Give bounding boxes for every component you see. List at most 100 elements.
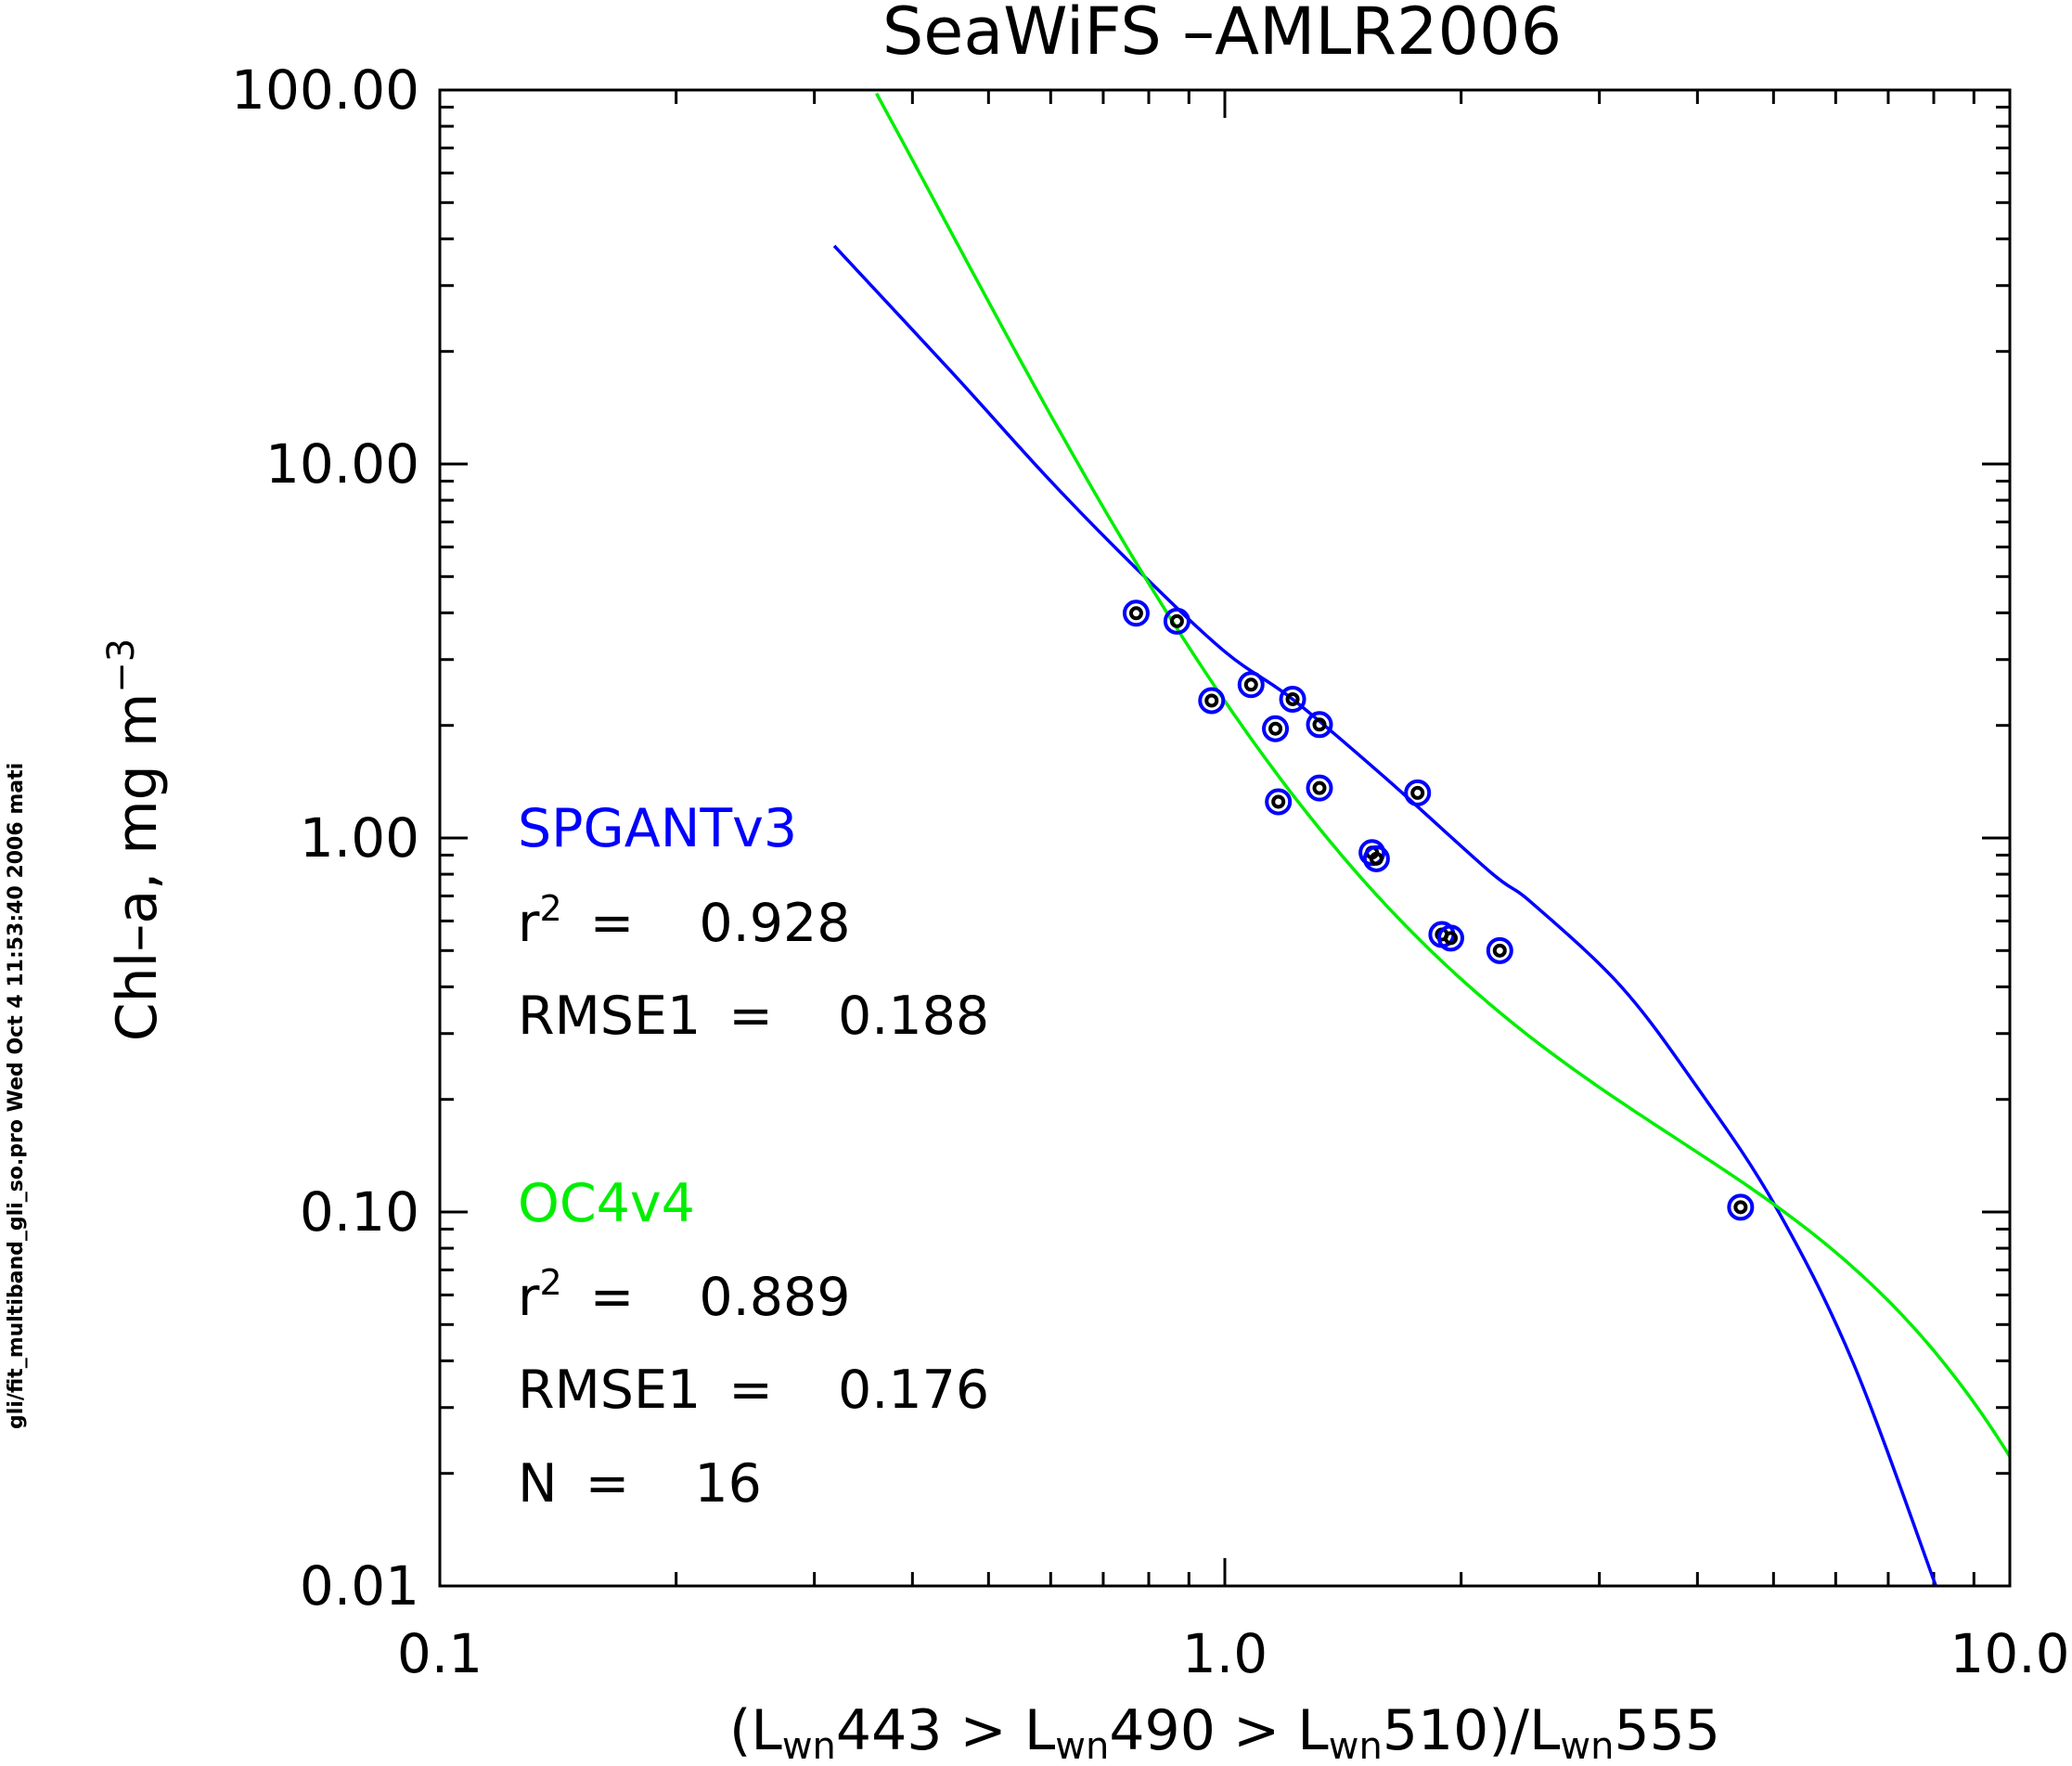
rmse-row: RMSE1 = 0.176	[518, 1360, 989, 1421]
point-outer-circle	[1306, 711, 1333, 739]
data-point	[1486, 936, 1513, 964]
y-tick-label: 0.01	[300, 1554, 419, 1618]
data-point	[1436, 924, 1464, 952]
r2-value: 0.889	[699, 1267, 850, 1328]
point-outer-circle	[1362, 844, 1390, 872]
x-label-subscript: wn	[1329, 1725, 1383, 1766]
point-outer-circle	[1163, 607, 1190, 635]
point-outer-circle	[1306, 774, 1333, 802]
data-point	[1279, 685, 1306, 713]
point-inner-circle	[1128, 606, 1143, 621]
point-outer-circle	[1404, 779, 1432, 806]
rmse-equals: =	[728, 1360, 773, 1421]
r2-row: r2 = 0.928	[518, 888, 851, 954]
y-tick-label: 1.00	[300, 806, 419, 870]
point-inner-circle	[1268, 721, 1283, 736]
data-points	[1122, 599, 1755, 1221]
data-point	[1265, 788, 1293, 816]
point-outer-circle	[1237, 671, 1265, 699]
point-outer-circle	[1198, 687, 1226, 715]
x-label-part: 510)/L	[1383, 1698, 1561, 1763]
r2-sup: 2	[539, 1262, 561, 1303]
r2-row: r2 = 0.889	[518, 1262, 851, 1328]
data-point	[1362, 844, 1390, 872]
point-outer-circle	[1279, 685, 1306, 713]
point-inner-circle	[1312, 780, 1327, 795]
point-inner-circle	[1243, 677, 1258, 692]
point-inner-circle	[1410, 785, 1425, 800]
point-inner-circle	[1369, 851, 1383, 866]
x-label-part: 490 > L	[1109, 1698, 1329, 1763]
rmse-value: 0.176	[838, 1360, 989, 1421]
rmse-label: RMSE1	[518, 986, 701, 1047]
y-axis-label-text: Chl–a, mg m	[105, 693, 170, 1042]
n-row: N = 16	[518, 1453, 762, 1515]
point-inner-circle	[1204, 693, 1219, 708]
data-point	[1262, 715, 1290, 742]
x-tick-label: 0.1	[397, 1622, 483, 1685]
x-label-subscript: wn	[1560, 1725, 1614, 1766]
n-label: N	[518, 1453, 558, 1515]
rmse-row: RMSE1 = 0.188	[518, 986, 989, 1047]
rmse-value: 0.188	[838, 986, 989, 1047]
legend-spgantv3: SPGANTv3	[518, 798, 797, 859]
side-note: gli/fit_multiband_gli_so.pro Wed Oct 4 1…	[5, 763, 28, 1429]
axes: 0.1 1.0 10.0 0.01 0.10 1.00 10.00 100.00	[231, 58, 2070, 1685]
point-outer-circle	[1727, 1193, 1755, 1221]
r2-equals: =	[590, 893, 635, 954]
y-axis-label-sup: −3	[100, 638, 143, 693]
r2-value: 0.928	[699, 893, 850, 954]
data-point	[1306, 774, 1333, 802]
data-point	[1198, 687, 1226, 715]
point-outer-circle	[1436, 924, 1464, 952]
data-point	[1727, 1193, 1755, 1221]
rmse-equals: =	[728, 986, 773, 1047]
r2-label: r	[518, 1267, 540, 1328]
point-inner-circle	[1492, 943, 1507, 958]
x-label-part: 555	[1614, 1698, 1720, 1763]
y-tick-label: 100.00	[231, 58, 419, 122]
curve-spgantv3	[832, 244, 1937, 1586]
x-tick-label: 10.0	[1950, 1622, 2069, 1685]
stat-name: SPGANTv3	[518, 798, 797, 859]
r2-sup: 2	[539, 888, 561, 929]
r2-label: r	[518, 893, 540, 954]
plot-frame	[438, 88, 2012, 1588]
y-axis-label: Chl–a, mg m−3	[100, 638, 170, 1042]
point-outer-circle	[1265, 788, 1293, 816]
y-tick-label: 0.10	[300, 1180, 419, 1244]
x-label-subscript: wn	[1055, 1725, 1109, 1766]
data-point	[1237, 671, 1265, 699]
x-label-subscript: wn	[782, 1725, 836, 1766]
curve-oc4v4	[875, 92, 2010, 1458]
chart-title: SeaWiFS –AMLR2006	[882, 0, 1562, 70]
point-inner-circle	[1169, 613, 1184, 628]
n-value: 16	[694, 1453, 762, 1515]
r2-equals: =	[590, 1267, 635, 1328]
curves	[832, 92, 2010, 1586]
x-tick-label: 1.0	[1182, 1622, 1268, 1685]
data-point	[1306, 711, 1333, 739]
point-inner-circle	[1443, 931, 1458, 946]
legend-oc4v4: OC4v4	[518, 1173, 695, 1234]
point-outer-circle	[1262, 715, 1290, 742]
point-inner-circle	[1733, 1200, 1748, 1215]
y-tick-label: 10.00	[265, 432, 419, 496]
point-outer-circle	[1486, 936, 1513, 964]
data-point	[1122, 599, 1150, 627]
point-inner-circle	[1312, 717, 1327, 732]
point-outer-circle	[1358, 839, 1386, 867]
point-inner-circle	[1285, 691, 1300, 706]
data-point	[1163, 607, 1190, 635]
data-point	[1404, 779, 1432, 806]
x-axis-label: (Lwn443 > Lwn490 > Lwn510)/Lwn555	[729, 1698, 1720, 1766]
point-outer-circle	[1122, 599, 1150, 627]
n-equals: =	[586, 1453, 630, 1515]
stat-name: OC4v4	[518, 1173, 695, 1234]
x-label-part: 443 > L	[836, 1698, 1056, 1763]
point-inner-circle	[1271, 794, 1286, 809]
x-label-part: (L	[729, 1698, 782, 1763]
rmse-label: RMSE1	[518, 1360, 701, 1421]
